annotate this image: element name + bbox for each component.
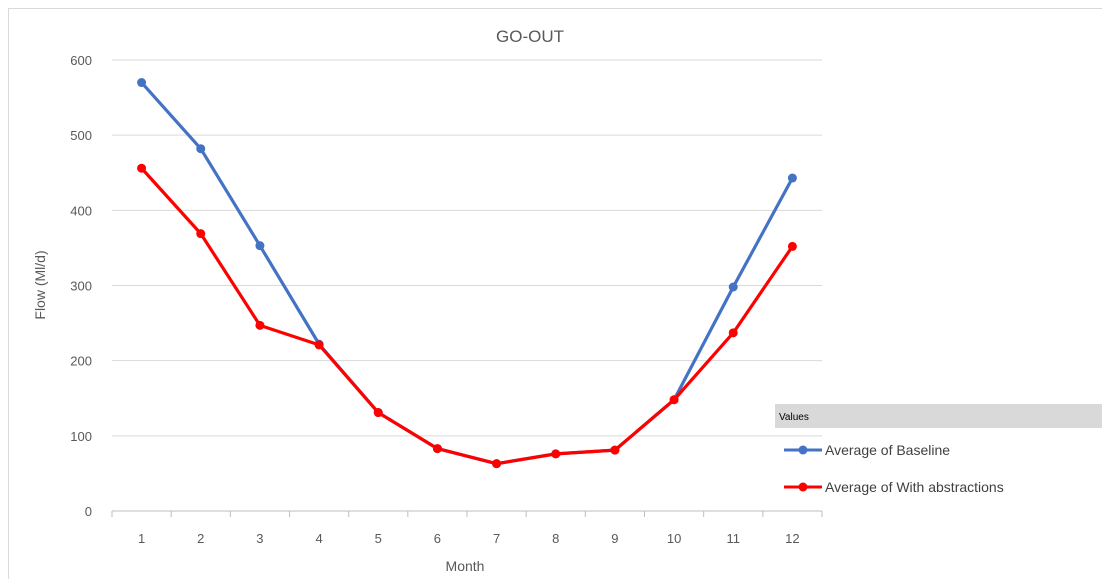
x-axis-label: Month [446,558,485,574]
legend-marker [799,483,808,492]
data-point [551,449,560,458]
y-tick-label: 200 [70,354,92,369]
data-point [433,444,442,453]
chart-title: GO-OUT [496,27,564,46]
data-point [255,241,264,250]
x-tick-label: 4 [315,531,322,546]
data-point [610,446,619,455]
y-tick-label: 100 [70,429,92,444]
y-tick-label: 500 [70,128,92,143]
x-tick-label: 5 [375,531,382,546]
legend-header-bg [775,404,1102,428]
x-tick-label: 11 [727,531,741,546]
legend-title: Values [779,412,809,423]
legend-marker [799,446,808,455]
data-point [374,408,383,417]
data-point [255,321,264,330]
data-point [196,229,205,238]
data-point [196,144,205,153]
x-tick-label: 9 [611,531,618,546]
x-tick-label: 2 [197,531,204,546]
y-tick-label: 300 [70,279,92,294]
data-point [492,459,501,468]
y-tick-label: 600 [70,53,92,68]
x-tick-label: 3 [256,531,263,546]
x-tick-label: 8 [552,531,559,546]
legend-label: Average of Baseline [825,442,950,458]
data-point [729,328,738,337]
data-point [670,395,679,404]
x-tick-label: 1 [138,531,145,546]
x-tick-label: 10 [667,531,681,546]
y-tick-label: 400 [70,203,92,218]
x-tick-label: 6 [434,531,441,546]
data-point [788,242,797,251]
data-point [729,283,738,292]
data-point [788,174,797,183]
data-point [315,340,324,349]
y-axis-label: Flow (Ml/d) [32,250,48,319]
y-tick-label: 0 [85,504,92,519]
data-point [137,78,146,87]
x-tick-label: 7 [493,531,500,546]
legend-label: Average of With abstractions [825,479,1004,495]
x-tick-label: 12 [785,531,799,546]
data-point [137,164,146,173]
